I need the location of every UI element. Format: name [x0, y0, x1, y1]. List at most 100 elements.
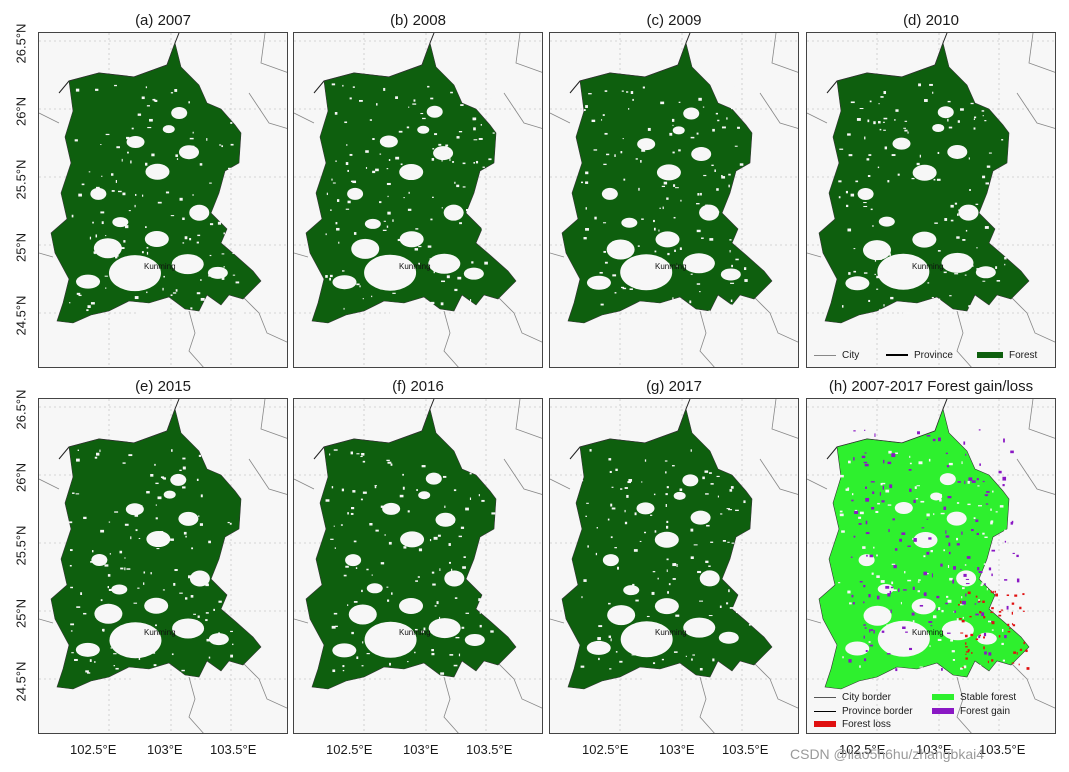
non-forest-speck — [145, 226, 147, 229]
forest-gain-pixel — [978, 571, 983, 573]
non-forest-speck — [353, 601, 358, 603]
non-forest-speck — [997, 580, 999, 582]
forest-loss-pixel — [1000, 609, 1004, 611]
non-forest-speck — [155, 624, 157, 627]
non-forest-speck — [937, 638, 942, 641]
non-forest-speck — [380, 505, 384, 508]
non-forest-speck — [456, 184, 460, 188]
non-forest-speck — [412, 103, 417, 105]
forest-gain-pixel — [1010, 521, 1013, 525]
non-forest-speck — [168, 674, 171, 677]
non-forest-speck — [127, 151, 129, 154]
non-forest-speck — [341, 270, 345, 272]
non-forest-speck — [585, 228, 589, 231]
non-forest-speck — [890, 296, 894, 300]
non-forest-speck — [83, 516, 87, 520]
non-forest-speck — [873, 546, 875, 549]
non-forest-speck — [456, 136, 460, 139]
non-forest-speck — [209, 223, 214, 226]
non-forest-speck — [472, 204, 476, 206]
non-forest-speck — [374, 485, 377, 487]
non-forest-speck — [894, 119, 896, 121]
non-forest-speck — [847, 228, 852, 232]
non-forest-speck — [107, 574, 111, 577]
forest-gain-pixel — [865, 532, 870, 535]
non-forest-speck — [69, 564, 72, 567]
non-forest-speck — [192, 131, 194, 134]
non-forest-speck — [986, 579, 991, 581]
non-forest-speck — [951, 650, 955, 653]
city-border — [550, 399, 798, 733]
non-forest-speck — [647, 127, 651, 131]
non-forest-speck — [379, 201, 382, 204]
forest-gain-pixel — [974, 603, 977, 605]
non-forest-patch — [586, 640, 611, 655]
non-forest-speck — [417, 576, 420, 578]
non-forest-speck — [423, 627, 426, 631]
non-forest-speck — [163, 477, 166, 480]
map-panel-c: Kunming — [549, 32, 799, 368]
non-forest-speck — [927, 282, 930, 284]
non-forest-speck — [938, 607, 941, 611]
non-forest-speck — [102, 628, 105, 632]
non-forest-speck — [702, 106, 705, 108]
non-forest-speck — [400, 163, 403, 166]
non-forest-speck — [703, 174, 707, 177]
non-forest-speck — [646, 258, 648, 261]
x-tick-label: 103.5°E — [210, 742, 257, 757]
forest-loss-pixel — [995, 593, 998, 597]
forest-loss-pixel — [1007, 630, 1011, 633]
non-forest-speck — [617, 566, 619, 570]
non-forest-speck — [454, 181, 456, 184]
forest-gain-pixel — [899, 538, 903, 542]
non-forest-speck — [729, 457, 731, 459]
forest-gain-pixel — [938, 437, 941, 442]
non-forest-speck — [235, 281, 240, 284]
non-forest-patch — [464, 633, 485, 646]
non-forest-speck — [607, 518, 610, 521]
non-forest-speck — [668, 583, 671, 586]
non-forest-patch — [364, 621, 417, 658]
forest-loss-pixel — [998, 610, 1002, 613]
city-border — [39, 33, 287, 367]
forest-loss-pixel — [1026, 667, 1030, 670]
forest-gain-pixel — [866, 554, 868, 557]
non-forest-speck — [699, 667, 703, 671]
non-forest-speck — [633, 549, 638, 552]
non-forest-speck — [705, 560, 709, 563]
non-forest-speck — [1004, 529, 1008, 532]
non-forest-speck — [403, 197, 405, 199]
forest-loss-pixel — [1011, 602, 1015, 605]
non-forest-speck — [92, 221, 94, 224]
non-forest-speck — [599, 271, 603, 274]
non-forest-speck — [384, 534, 386, 536]
forest-gain-pixel — [971, 529, 974, 532]
forest-gain-pixel — [976, 532, 979, 536]
non-forest-speck — [846, 204, 849, 208]
non-forest-speck — [842, 656, 844, 659]
non-forest-speck — [677, 666, 680, 668]
non-forest-speck — [182, 466, 186, 470]
non-forest-speck — [338, 241, 340, 244]
non-forest-speck — [904, 120, 908, 122]
non-forest-speck — [113, 653, 117, 655]
forest-gain-pixel — [1016, 554, 1019, 558]
non-forest-speck — [175, 677, 179, 679]
forest-gain-pixel — [964, 480, 966, 484]
non-forest-speck — [350, 180, 354, 183]
non-forest-speck — [107, 586, 110, 589]
forest-gain-pixel — [953, 566, 956, 570]
non-forest-speck — [179, 592, 183, 594]
forest-gain-pixel — [912, 586, 915, 590]
non-forest-speck — [189, 238, 192, 241]
non-forest-speck — [197, 261, 202, 264]
forest-gain-pixel — [966, 556, 971, 559]
non-forest-speck — [156, 548, 160, 550]
non-forest-patch — [93, 238, 122, 259]
forest-gain-pixel — [913, 538, 917, 542]
non-forest-speck — [731, 542, 735, 544]
non-forest-speck — [742, 214, 744, 217]
city-border — [294, 33, 542, 367]
non-forest-speck — [628, 108, 630, 110]
forest-gain-pixel — [971, 480, 976, 483]
